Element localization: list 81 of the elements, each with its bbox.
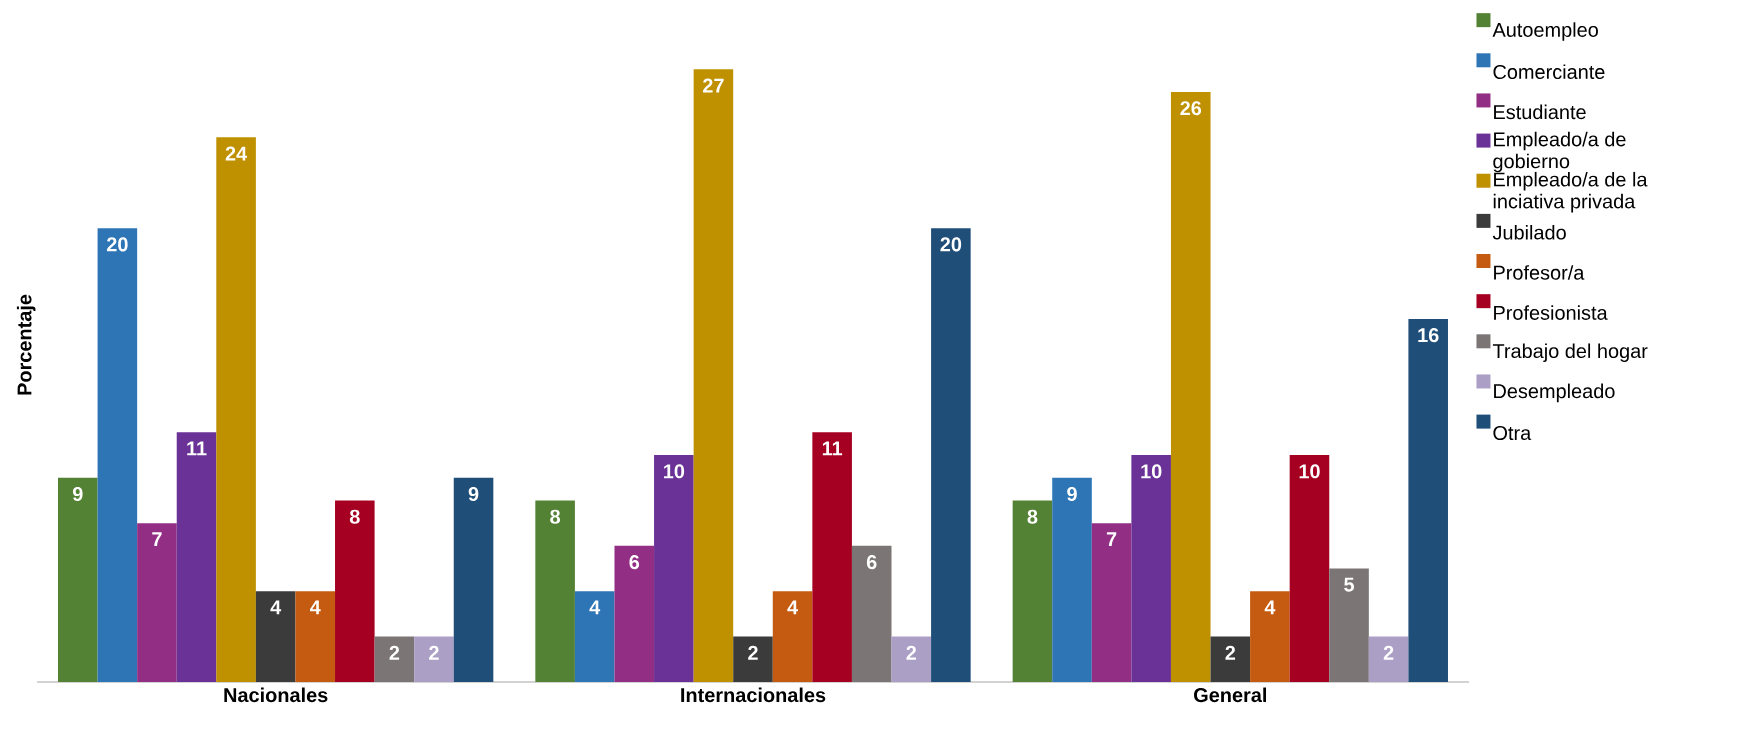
legend-label: Desempleado bbox=[1494, 383, 1615, 403]
legend-label: Profesionista bbox=[1494, 305, 1608, 320]
data-label: 2 bbox=[748, 645, 758, 660]
data-label: 7 bbox=[152, 532, 162, 547]
bar bbox=[1012, 500, 1053, 682]
data-label: 9 bbox=[1067, 486, 1077, 502]
x-tick-label: Internacionales bbox=[681, 687, 826, 703]
data-label: 20 bbox=[106, 237, 128, 252]
data-label: 2 bbox=[1225, 645, 1236, 660]
bar bbox=[1250, 591, 1290, 682]
bar bbox=[614, 545, 655, 682]
bar bbox=[58, 477, 98, 682]
data-label: 24 bbox=[225, 146, 248, 161]
data-label: 27 bbox=[703, 78, 724, 93]
x-tick-label: Nacionales bbox=[224, 687, 328, 703]
bar bbox=[255, 591, 296, 682]
bar bbox=[1329, 568, 1369, 682]
bar bbox=[1289, 455, 1330, 682]
bar bbox=[891, 636, 932, 682]
legend-label: Profesor/a bbox=[1494, 265, 1585, 280]
bar bbox=[1368, 636, 1409, 682]
bar bbox=[216, 137, 256, 682]
bar bbox=[851, 545, 892, 682]
data-label: 6 bbox=[629, 555, 640, 570]
data-label: 4 bbox=[309, 600, 321, 615]
bar bbox=[1210, 636, 1251, 682]
bar bbox=[772, 591, 813, 682]
bar bbox=[733, 636, 773, 682]
legend-label: Comerciante bbox=[1493, 64, 1605, 80]
data-label: 16 bbox=[1418, 328, 1439, 343]
bar bbox=[335, 500, 375, 682]
legend-label: Autoempleo bbox=[1492, 22, 1598, 41]
legend-label: Trabajo del hogar bbox=[1492, 343, 1648, 363]
data-label: 4 bbox=[270, 600, 282, 615]
data-label: 2 bbox=[389, 645, 400, 660]
bar bbox=[1091, 523, 1132, 682]
data-label: 26 bbox=[1180, 101, 1202, 116]
legend-label: Empleado/a de la inciativa privada bbox=[1493, 171, 1648, 213]
data-label: 20 bbox=[940, 237, 962, 252]
legend-label: Estudiante bbox=[1494, 104, 1586, 120]
data-label: 8 bbox=[550, 509, 561, 524]
bar bbox=[931, 228, 971, 682]
bar bbox=[374, 636, 415, 682]
legend-label: Jubilado bbox=[1492, 224, 1566, 240]
data-label: 9 bbox=[468, 486, 479, 502]
data-label: 10 bbox=[1299, 464, 1320, 479]
data-label: 2 bbox=[1383, 645, 1394, 660]
data-label: 2 bbox=[906, 645, 917, 660]
data-label: 8 bbox=[1027, 509, 1038, 524]
legend-label: Otra bbox=[1493, 425, 1532, 441]
data-label: 10 bbox=[1141, 464, 1162, 479]
legend-label: Empleado/a de gobierno bbox=[1493, 131, 1626, 173]
bar bbox=[1170, 91, 1211, 682]
bar bbox=[176, 432, 217, 682]
data-label: 2 bbox=[429, 645, 439, 660]
bar bbox=[812, 432, 852, 682]
bar bbox=[137, 523, 177, 682]
bar bbox=[97, 228, 138, 682]
data-label: 4 bbox=[1264, 600, 1276, 615]
y-axis-title: Porcentaje bbox=[16, 294, 36, 395]
bar bbox=[414, 636, 454, 682]
bar bbox=[535, 500, 575, 682]
bar bbox=[295, 591, 336, 682]
data-label: 8 bbox=[349, 509, 360, 524]
data-label: 11 bbox=[187, 441, 207, 456]
bar bbox=[1131, 455, 1171, 682]
bar bbox=[453, 477, 494, 682]
bar bbox=[574, 591, 615, 682]
bar bbox=[654, 455, 694, 682]
data-label: 9 bbox=[72, 486, 83, 502]
data-label: 4 bbox=[787, 600, 798, 615]
bar bbox=[1408, 318, 1448, 682]
data-label: 11 bbox=[822, 441, 843, 456]
bar bbox=[693, 69, 734, 682]
data-label: 4 bbox=[589, 600, 601, 615]
x-tick-label: General bbox=[1194, 687, 1266, 703]
data-label: 5 bbox=[1344, 577, 1355, 592]
data-label: 10 bbox=[664, 464, 685, 479]
data-label: 7 bbox=[1106, 532, 1117, 547]
bar bbox=[1052, 477, 1092, 682]
data-label: 6 bbox=[866, 555, 877, 570]
